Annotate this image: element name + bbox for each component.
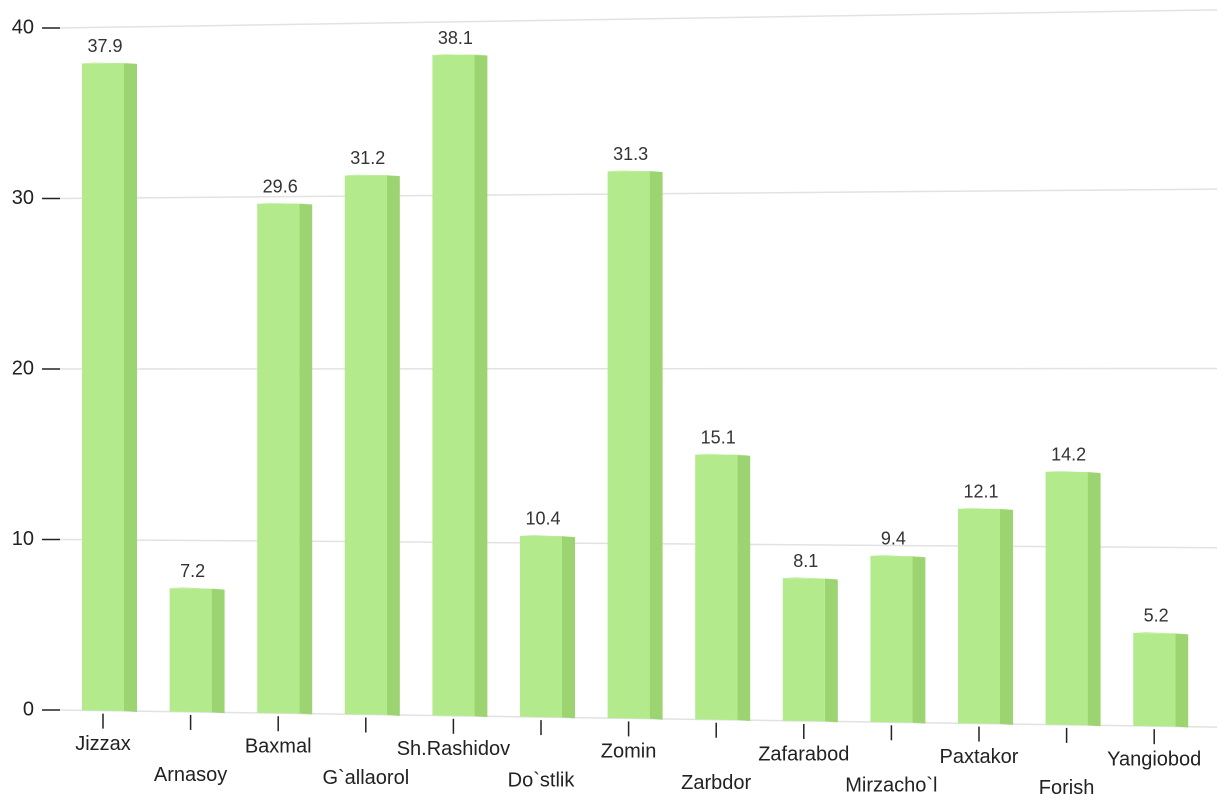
x-tick-label: Mirzacho`l bbox=[845, 775, 937, 797]
bar-front bbox=[432, 54, 475, 717]
value-label: 31.3 bbox=[613, 144, 648, 164]
bar bbox=[782, 577, 838, 723]
bar-top bbox=[520, 534, 575, 538]
x-tick-label: Yangiobod bbox=[1107, 748, 1201, 770]
y-tick-label: 20 bbox=[12, 357, 34, 379]
value-label: 37.9 bbox=[87, 36, 122, 56]
bar-top bbox=[82, 62, 137, 64]
bar-top bbox=[432, 54, 488, 56]
bar bbox=[520, 534, 575, 719]
bar-top bbox=[958, 507, 1013, 510]
bar-front bbox=[344, 175, 387, 715]
x-tick-label: Do`stlik bbox=[508, 769, 576, 791]
bar-side bbox=[824, 578, 838, 723]
bar-top bbox=[607, 170, 663, 172]
bar bbox=[82, 62, 137, 712]
bar bbox=[169, 587, 225, 714]
y-tick-label: 0 bbox=[23, 698, 34, 720]
bar-front bbox=[782, 578, 825, 722]
value-label: 14.2 bbox=[1051, 445, 1086, 465]
bar-top bbox=[344, 174, 400, 177]
bar-side bbox=[1000, 508, 1013, 725]
value-label: 31.2 bbox=[350, 148, 385, 168]
bar bbox=[432, 54, 488, 718]
x-tick-label: Baxmal bbox=[245, 736, 312, 758]
bar-top bbox=[1045, 470, 1101, 473]
bar-side bbox=[1087, 471, 1101, 727]
bar-side bbox=[912, 556, 926, 724]
bar-side bbox=[737, 454, 751, 722]
bar bbox=[1045, 470, 1101, 727]
y-tick-label: 10 bbox=[12, 528, 34, 550]
x-tick-label: G`allaorol bbox=[322, 767, 409, 789]
value-label: 5.2 bbox=[1144, 606, 1169, 626]
bar-side bbox=[1175, 633, 1189, 728]
bar-side bbox=[562, 536, 575, 719]
value-label: 12.1 bbox=[963, 481, 998, 501]
bar-top bbox=[782, 577, 838, 580]
bar-front bbox=[82, 62, 124, 711]
bar-front bbox=[958, 508, 1000, 724]
bar-side bbox=[474, 54, 488, 718]
bar bbox=[344, 174, 400, 716]
bar-front bbox=[1133, 632, 1176, 727]
bar-front bbox=[1045, 471, 1088, 726]
x-tick-label: Zomin bbox=[601, 741, 657, 763]
bar bbox=[257, 202, 313, 715]
bar bbox=[870, 554, 926, 724]
value-label: 7.2 bbox=[180, 561, 205, 581]
x-tick-label: Paxtakor bbox=[940, 746, 1019, 768]
value-label: 10.4 bbox=[525, 509, 560, 529]
bar bbox=[1133, 631, 1189, 728]
bar-side bbox=[211, 588, 225, 714]
x-tick-label: Forish bbox=[1039, 777, 1095, 799]
bar bbox=[695, 453, 751, 722]
bar-top bbox=[169, 587, 225, 590]
bar-top bbox=[695, 453, 751, 456]
value-label: 9.4 bbox=[881, 529, 906, 549]
bar-side bbox=[124, 62, 137, 712]
bar-front bbox=[695, 454, 738, 721]
bar-front bbox=[169, 588, 212, 713]
bar-top bbox=[257, 202, 313, 205]
value-label: 29.6 bbox=[263, 177, 298, 197]
bar-front bbox=[257, 203, 300, 714]
bar-front bbox=[520, 535, 562, 718]
x-tick-label: Sh.Rashidov bbox=[397, 738, 510, 760]
bar-top bbox=[870, 554, 926, 558]
bar-front bbox=[870, 555, 913, 723]
grid-line bbox=[59, 9, 1217, 29]
bar bbox=[607, 170, 663, 720]
bar-top bbox=[1133, 631, 1189, 635]
y-tick-label: 40 bbox=[12, 16, 34, 38]
value-label: 15.1 bbox=[701, 427, 736, 447]
value-label: 8.1 bbox=[793, 551, 818, 571]
x-tick-label: Jizzax bbox=[75, 733, 131, 755]
y-tick-label: 30 bbox=[12, 187, 34, 209]
bar-front bbox=[607, 170, 650, 719]
bar bbox=[958, 507, 1013, 725]
x-tick-label: Arnasoy bbox=[154, 764, 227, 786]
value-label: 38.1 bbox=[438, 28, 473, 48]
bar-side bbox=[386, 175, 400, 716]
x-tick-label: Zafarabod bbox=[758, 743, 849, 765]
bar-side bbox=[299, 203, 313, 715]
x-tick-label: Zarbdor bbox=[681, 772, 751, 794]
bar-side bbox=[649, 170, 663, 720]
